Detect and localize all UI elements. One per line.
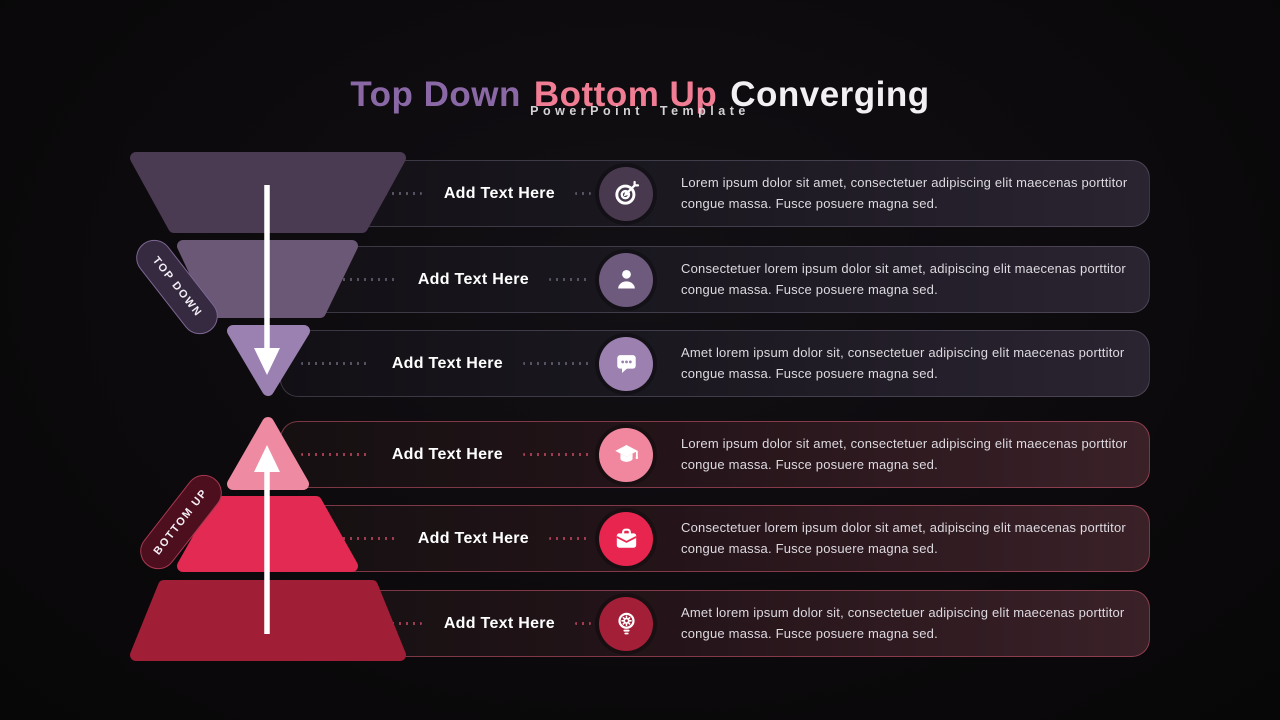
- row-description: Lorem ipsum dolor sit amet, consectetuer…: [681, 436, 1128, 472]
- title-bottom-up: Bottom Up: [533, 75, 718, 115]
- row-label: Add Text Here: [443, 184, 555, 202]
- chat-bubble-icon: [599, 336, 653, 391]
- dotted-leader: [523, 362, 591, 365]
- title-converging: Converging: [730, 75, 930, 115]
- target-dart-icon: [599, 166, 653, 221]
- list-item-5[interactable]: Add Text Here Consectetuer lorem ipsum d…: [280, 505, 1150, 572]
- row-description: Consectetuer lorem ipsum dolor sit amet,…: [681, 261, 1126, 297]
- user-icon: [599, 252, 653, 307]
- top-down-badge: TOP DOWN: [128, 232, 226, 342]
- briefcase-icon: [599, 511, 653, 566]
- dotted-leader: [301, 192, 422, 195]
- title-top-down: Top Down: [350, 75, 521, 115]
- dotted-leader: [301, 622, 422, 625]
- row-label: Add Text Here: [417, 270, 529, 288]
- list-item-3[interactable]: Add Text Here Amet lorem ipsum dolor sit…: [280, 330, 1150, 397]
- row-description: Consectetuer lorem ipsum dolor sit amet,…: [681, 520, 1126, 556]
- down-arrow: [254, 185, 280, 375]
- dotted-leader: [575, 192, 591, 195]
- dotted-leader: [523, 453, 591, 456]
- lightbulb-gear-icon: [599, 596, 653, 651]
- dotted-leader: [301, 453, 370, 456]
- row-label: Add Text Here: [391, 354, 503, 372]
- list-item-6[interactable]: Add Text Here Amet lorem ipsum dolor sit…: [280, 590, 1150, 657]
- row-description: Lorem ipsum dolor sit amet, consectetuer…: [681, 175, 1128, 211]
- row-label: Add Text Here: [417, 529, 529, 547]
- dotted-leader: [301, 278, 396, 281]
- dotted-leader: [301, 537, 396, 540]
- row-label: Add Text Here: [443, 614, 555, 632]
- list-item-4[interactable]: Add Text Here Lorem ipsum dolor sit amet…: [280, 421, 1150, 488]
- list-item-2[interactable]: Add Text Here Consectetuer lorem ipsum d…: [280, 246, 1150, 313]
- page-title: Top Down Bottom Up Converging: [0, 75, 1280, 115]
- bottom-up-badge: BOTTOM UP: [132, 467, 230, 577]
- graduation-cap-icon: [599, 427, 653, 482]
- dotted-leader: [549, 537, 591, 540]
- dotted-leader: [301, 362, 370, 365]
- list-item-1[interactable]: Add Text Here Lorem ipsum dolor sit amet…: [280, 160, 1150, 227]
- subtitle: PowerPoint Template: [530, 104, 750, 118]
- row-description: Amet lorem ipsum dolor sit, consectetuer…: [681, 345, 1125, 381]
- dotted-leader: [575, 622, 591, 625]
- up-arrow: [254, 445, 280, 634]
- row-label: Add Text Here: [391, 445, 503, 463]
- row-description: Amet lorem ipsum dolor sit, consectetuer…: [681, 605, 1125, 641]
- dotted-leader: [549, 278, 591, 281]
